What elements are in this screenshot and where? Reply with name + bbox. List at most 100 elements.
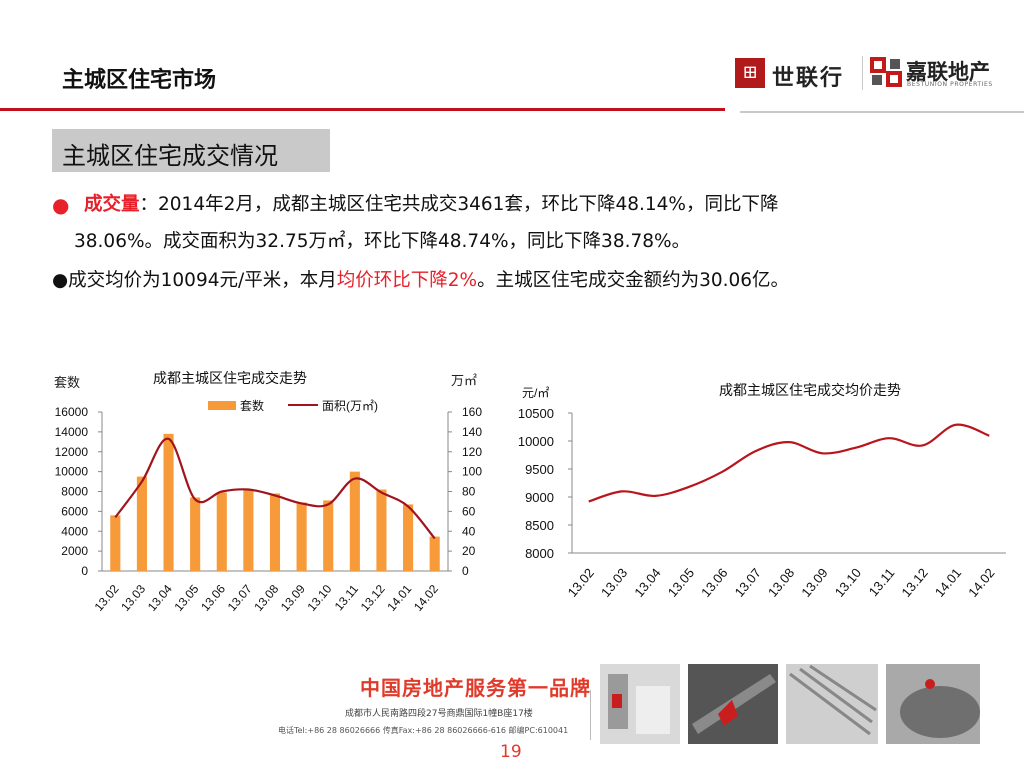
bullet-volume-text: ：2014年2月，成都主城区住宅共成交3461套，环比下降48.14%，同比下降 [139,194,779,215]
chart1-bar [163,433,174,571]
chart1-bar [349,471,360,571]
chart1-left-tick: 14000 [55,425,89,439]
header-rule-gray [740,111,1024,113]
chart1-left-tick: 0 [81,564,88,578]
chart-average-price-trend: 成都主城区住宅成交均价走势 元/㎡ 10500 10000 9500 9000 8500 80… [518,382,1006,600]
footer-address: 成都市人民南路四段27号商鼎国际1幢B座17楼 [345,709,533,719]
chart1-left-tick: 6000 [61,504,88,518]
chart1-area-line [114,437,436,540]
chart1-x-tick: 14.02 [411,582,441,614]
chart1-left-tick: 10000 [55,465,89,479]
chart2-y-tick: 9000 [525,490,554,505]
chart1-x-tick: 13.04 [145,582,175,614]
chart1-title: 成都主城区住宅成交走势 [153,370,307,386]
chart1-bar [110,515,121,571]
chart2-y-tick: 9500 [525,462,554,477]
chart2-x-tick: 13.08 [765,565,797,600]
chart2-x-tick: 13.03 [598,565,630,600]
jialian-logo-subtext: BESTUNION PROPERTIES [907,81,993,88]
chart1-x-tick: 13.06 [198,582,228,614]
chart2-x-tick: 13.06 [698,565,730,600]
chart1-bar [376,489,387,571]
chart2-x-tick: 14.01 [932,565,964,600]
section-title-box [52,129,330,172]
chart1-bar [429,536,440,571]
logo-divider [862,56,863,90]
chart2-y-tick: 8500 [525,518,554,533]
chart2-y-tick: 8000 [525,546,554,561]
chart2-x-tick: 13.10 [832,565,864,600]
bullet-price-text-end: 。主城区住宅成交金额约为30.06亿。 [477,270,790,291]
chart1-x-tick: 13.03 [118,582,148,614]
chart1-x-tick: 13.09 [278,582,308,614]
chart1-legend-line-label: 面积(万㎡) [322,399,378,413]
chart1-x-tick: 13.10 [305,582,335,614]
chart1-left-unit: 套数 [54,375,80,390]
chart1-bar [323,500,334,571]
chart1-legend-bar-label: 套数 [240,398,264,413]
chart2-x-tick: 13.07 [732,565,764,600]
page-title: 主城区住宅市场 [62,68,217,93]
chart1-bar [216,492,227,571]
chart1-bar [136,476,147,571]
chart1-right-tick: 100 [462,465,482,479]
chart2-y-tick: 10500 [518,406,554,421]
footer-photo-strip [600,664,980,744]
chart1-right-tick: 20 [462,544,476,558]
chart1-x-tick: 13.12 [358,582,388,614]
bullet-volume: 成交量：2014年2月，成都主城区住宅共成交3461套，环比下降48.14%，同… [84,193,779,217]
chart2-x-tick: 13.05 [665,565,697,600]
shilianhang-logo-icon: ⊞ [735,58,765,88]
bullet-volume-label: 成交量 [84,194,140,215]
chart1-right-unit: 万㎡ [451,373,477,388]
chart1-right-tick: 40 [462,524,476,538]
chart1-bar [403,504,414,571]
shilianhang-logo-text: 世联行 [772,65,845,91]
section-title: 主城区住宅成交情况 [62,142,278,170]
footer-contact: 电话Tel:+86 28 86026666 传真Fax:+86 28 86026… [278,726,569,735]
chart1-bar [243,489,254,571]
chart1-x-tick: 14.01 [384,582,414,614]
chart1-legend-bar-swatch [208,401,236,410]
bullet-dot: ● [52,193,70,217]
chart1-x-tick: 13.08 [251,582,281,614]
chart1-right-tick: 160 [462,405,482,419]
chart1-right-tick: 140 [462,425,482,439]
footer-divider [590,690,591,740]
chart1-x-tick: 13.11 [332,582,362,614]
chart1-bar [269,493,281,571]
chart1-x-tick: 13.05 [171,582,201,614]
chart2-x-tick: 13.02 [565,565,597,600]
header-rule-red [0,108,725,111]
bullet-price-text: ●成交均价为10094元/平米，本月 [52,270,337,291]
chart1-left-tick: 16000 [55,405,89,419]
page-number: 19 [500,742,522,762]
bullet-volume-continued: 38.06%。成交面积为32.75万㎡，环比下降48.74%，同比下降38.78… [74,231,691,252]
bullet-price-highlight: 均价环比下降2% [336,270,478,291]
bullet-price: ●成交均价为10094元/平米，本月均价环比下降2%。主城区住宅成交金额约为30… [52,269,789,293]
chart2-y-unit: 元/㎡ [522,386,549,400]
chart1-left-tick: 12000 [55,445,89,459]
chart1-bar [190,497,201,571]
chart2-x-tick: 13.11 [866,565,898,599]
chart2-x-tick: 14.02 [965,565,997,600]
chart2-x-tick: 13.09 [798,565,830,600]
jialian-logo-icon [870,57,902,87]
chart1-bar [296,502,307,571]
chart1-left-tick: 8000 [61,485,88,499]
chart1-left-tick: 4000 [61,524,88,538]
chart1-right-tick: 120 [462,445,482,459]
chart1-left-tick: 2000 [61,544,88,558]
chart2-y-tick: 10000 [518,434,554,449]
chart1-right-tick: 60 [462,504,476,518]
chart2-x-tick: 13.12 [898,565,930,600]
chart2-price-line [588,423,990,503]
chart2-title: 成都主城区住宅成交均价走势 [719,382,901,398]
chart1-right-tick: 80 [462,485,476,499]
chart1-right-tick: 0 [462,564,469,578]
chart1-x-tick: 13.07 [225,582,255,614]
chart1-x-tick: 13.02 [92,582,122,614]
jialian-logo-text: 嘉联地产 [906,60,990,84]
footer-slogan: 中国房地产服务第一品牌 [360,676,591,700]
